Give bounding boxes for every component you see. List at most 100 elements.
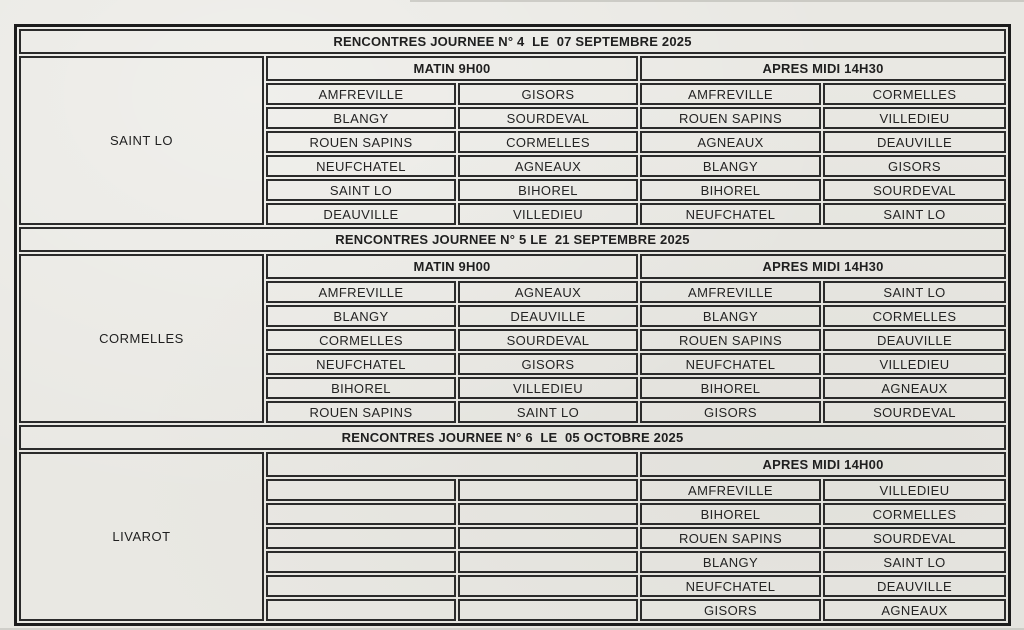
afternoon-away-team: GISORS [823, 155, 1007, 177]
morning-away-team: GISORS [458, 83, 638, 105]
scan-artifact-bottom-edge [0, 628, 1024, 630]
morning-away-team: CORMELLES [458, 131, 638, 153]
morning-away-team [458, 527, 638, 549]
afternoon-home-team: ROUEN SAPINS [640, 329, 821, 351]
afternoon-home-team: AMFREVILLE [640, 83, 821, 105]
afternoon-away-team: SOURDEVAL [823, 527, 1007, 549]
section-title: RENCONTRES JOURNEE N° 4 LE 07 SEPTEMBRE … [19, 29, 1007, 54]
section-title-row: RENCONTRES JOURNEE N° 4 LE 07 SEPTEMBRE … [19, 29, 1007, 54]
morning-away-team: SAINT LO [458, 401, 638, 423]
afternoon-away-team: SAINT LO [823, 551, 1007, 573]
match-row: CORMELLES SOURDEVAL ROUEN SAPINS DEAUVIL… [19, 329, 1007, 351]
time-header-row: SAINT LO MATIN 9H00 APRES MIDI 14H30 [19, 56, 1007, 225]
morning-away-team: VILLEDIEU [458, 377, 638, 399]
morning-home-team: AMFREVILLE [266, 83, 456, 105]
morning-home-team: BIHOREL [266, 377, 456, 399]
match-row: ROUEN SAPINS SAINT LO GISORS SOURDEVAL [19, 401, 1007, 423]
morning-away-team [458, 575, 638, 597]
afternoon-home-team: BLANGY [640, 305, 821, 327]
afternoon-home-team: NEUFCHATEL [640, 353, 821, 375]
morning-home-team: BLANGY [266, 305, 456, 327]
match-row: AMFREVILLE AGNEAUX AMFREVILLE SAINT LO [19, 281, 1007, 303]
match-row: GISORS AGNEAUX [19, 599, 1007, 621]
morning-home-team: AMFREVILLE [266, 281, 456, 303]
afternoon-away-team: CORMELLES [823, 503, 1007, 525]
match-row: AMFREVILLE GISORS AMFREVILLE CORMELLES [19, 83, 1007, 105]
morning-away-team: VILLEDIEU [458, 203, 638, 225]
afternoon-away-team: DEAUVILLE [823, 131, 1007, 153]
afternoon-away-team: SAINT LO [823, 281, 1007, 303]
afternoon-home-team: GISORS [640, 599, 821, 621]
morning-away-team [458, 479, 638, 501]
morning-home-team [266, 551, 456, 573]
morning-away-team [458, 503, 638, 525]
afternoon-away-team: VILLEDIEU [823, 107, 1007, 129]
match-row: AMFREVILLE VILLEDIEU [19, 479, 1007, 501]
morning-home-team [266, 527, 456, 549]
afternoon-header: APRES MIDI 14H00 [640, 452, 1007, 477]
morning-home-team [266, 599, 456, 621]
match-row: BIHOREL CORMELLES [19, 503, 1007, 525]
afternoon-away-team: CORMELLES [823, 305, 1007, 327]
morning-home-team: NEUFCHATEL [266, 353, 456, 375]
morning-away-team: AGNEAUX [458, 281, 638, 303]
match-row: BLANGY SAINT LO [19, 551, 1007, 573]
morning-home-team: ROUEN SAPINS [266, 401, 456, 423]
afternoon-home-team: ROUEN SAPINS [640, 107, 821, 129]
section-title: RENCONTRES JOURNEE N° 5 LE 21 SEPTEMBRE … [19, 227, 1007, 252]
afternoon-header: APRES MIDI 14H30 [640, 56, 1007, 81]
morning-home-team: SAINT LO [266, 179, 456, 201]
morning-home-team: CORMELLES [266, 329, 456, 351]
match-row: ROUEN SAPINS CORMELLES AGNEAUX DEAUVILLE [19, 131, 1007, 153]
afternoon-away-team: DEAUVILLE [823, 329, 1007, 351]
venue-cell: SAINT LO [19, 56, 264, 225]
morning-away-team: SOURDEVAL [458, 329, 638, 351]
time-header-row: LIVAROT APRES MIDI 14H00 [19, 452, 1007, 621]
afternoon-away-team: SAINT LO [823, 203, 1007, 225]
match-row: NEUFCHATEL DEAUVILLE [19, 575, 1007, 597]
afternoon-away-team: DEAUVILLE [823, 575, 1007, 597]
afternoon-away-team: CORMELLES [823, 83, 1007, 105]
section-title-row: RENCONTRES JOURNEE N° 5 LE 21 SEPTEMBRE … [19, 227, 1007, 252]
afternoon-home-team: AMFREVILLE [640, 479, 821, 501]
morning-away-team: GISORS [458, 353, 638, 375]
morning-header: MATIN 9H00 [266, 56, 638, 81]
morning-home-team [266, 575, 456, 597]
morning-away-team: SOURDEVAL [458, 107, 638, 129]
match-row: BIHOREL VILLEDIEU BIHOREL AGNEAUX [19, 377, 1007, 399]
morning-away-team: AGNEAUX [458, 155, 638, 177]
afternoon-away-team: VILLEDIEU [823, 353, 1007, 375]
morning-home-team: BLANGY [266, 107, 456, 129]
match-row: NEUFCHATEL GISORS NEUFCHATEL VILLEDIEU [19, 353, 1007, 375]
afternoon-home-team: BIHOREL [640, 377, 821, 399]
afternoon-home-team: BIHOREL [640, 179, 821, 201]
section-title-row: RENCONTRES JOURNEE N° 6 LE 05 OCTOBRE 20… [19, 425, 1007, 450]
fixtures-table: RENCONTRES JOURNEE N° 4 LE 07 SEPTEMBRE … [14, 24, 1012, 626]
afternoon-home-team: BLANGY [640, 155, 821, 177]
morning-home-team: ROUEN SAPINS [266, 131, 456, 153]
afternoon-home-team: AMFREVILLE [640, 281, 821, 303]
morning-away-team: DEAUVILLE [458, 305, 638, 327]
afternoon-home-team: NEUFCHATEL [640, 575, 821, 597]
morning-away-team [458, 599, 638, 621]
match-row: BLANGY SOURDEVAL ROUEN SAPINS VILLEDIEU [19, 107, 1007, 129]
afternoon-away-team: SOURDEVAL [823, 401, 1007, 423]
afternoon-away-team: VILLEDIEU [823, 479, 1007, 501]
section-title: RENCONTRES JOURNEE N° 6 LE 05 OCTOBRE 20… [19, 425, 1007, 450]
match-row: SAINT LO BIHOREL BIHOREL SOURDEVAL [19, 179, 1007, 201]
morning-header [266, 452, 638, 477]
afternoon-home-team: BLANGY [640, 551, 821, 573]
venue-cell: LIVAROT [19, 452, 264, 621]
afternoon-home-team: NEUFCHATEL [640, 203, 821, 225]
match-row: BLANGY DEAUVILLE BLANGY CORMELLES [19, 305, 1007, 327]
afternoon-home-team: ROUEN SAPINS [640, 527, 821, 549]
afternoon-home-team: GISORS [640, 401, 821, 423]
morning-home-team: DEAUVILLE [266, 203, 456, 225]
afternoon-header: APRES MIDI 14H30 [640, 254, 1007, 279]
match-row: DEAUVILLE VILLEDIEU NEUFCHATEL SAINT LO [19, 203, 1007, 225]
afternoon-home-team: BIHOREL [640, 503, 821, 525]
morning-home-team [266, 479, 456, 501]
afternoon-away-team: SOURDEVAL [823, 179, 1007, 201]
morning-away-team: BIHOREL [458, 179, 638, 201]
scan-artifact-top-edge [409, 0, 1024, 2]
